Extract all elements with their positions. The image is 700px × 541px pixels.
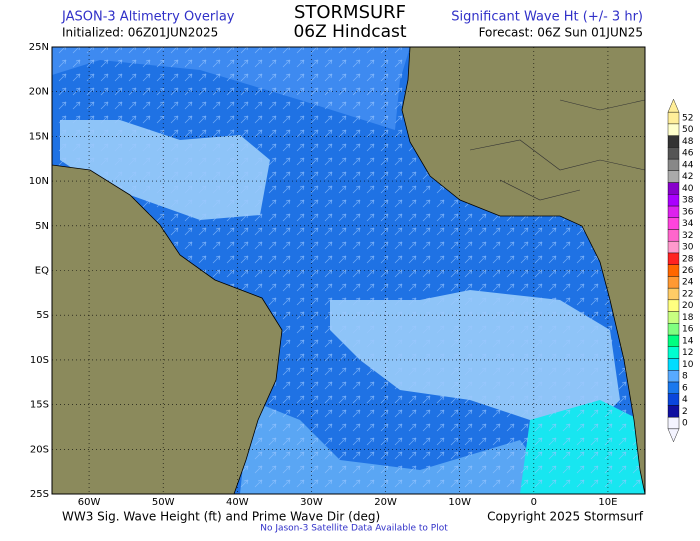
colorbar-label: 4 <box>682 395 688 405</box>
color-swatch <box>667 311 680 324</box>
x-tick-label: 10W <box>448 497 471 508</box>
colorbar-label: 38 <box>682 196 694 206</box>
x-tick-label: 0 <box>531 497 537 508</box>
color-swatch <box>667 205 680 218</box>
color-swatch <box>667 287 680 301</box>
colorbar-label: 50 <box>682 125 694 135</box>
color-swatch <box>667 381 680 394</box>
colorbar-label: 18 <box>682 313 694 323</box>
color-swatch <box>667 323 680 336</box>
borders <box>469 99 645 201</box>
color-swatch <box>667 217 680 230</box>
color-swatch <box>667 123 680 136</box>
colorbar-label: 26 <box>682 266 694 276</box>
color-swatch <box>667 170 680 183</box>
colorbar-label: 0 <box>682 419 688 429</box>
colorbar-label: 10 <box>682 360 694 370</box>
colorbar-label: 30 <box>682 243 694 253</box>
brand: STORMSURF <box>294 2 406 23</box>
color-swatch <box>667 252 680 265</box>
initialized: Initialized: 06Z01JUN2025 <box>62 26 218 40</box>
colorbar-label: 2 <box>682 407 688 417</box>
x-tick-label: 30W <box>300 497 323 508</box>
colorbar-label: 42 <box>682 172 693 182</box>
colorbar-label: 20 <box>682 301 694 311</box>
colorbar-label: 48 <box>682 137 694 147</box>
color-swatch <box>667 393 680 406</box>
colorbar-cap <box>667 98 680 113</box>
color-swatch <box>667 299 680 312</box>
colorbar-label: 32 <box>682 231 693 241</box>
colorbar-label: 22 <box>682 289 693 299</box>
color-swatch <box>667 147 680 160</box>
x-tick-label: 20W <box>374 497 397 508</box>
color-swatch <box>667 416 680 430</box>
x-tick-label: 40W <box>226 497 249 508</box>
y-tick-label: EQ <box>35 266 49 277</box>
y-tick-label: 10S <box>30 355 49 366</box>
y-tick-label: 25S <box>30 489 49 500</box>
y-tick-label: 5N <box>35 221 49 232</box>
footer-right: Copyright 2025 Stormsurf <box>487 510 644 524</box>
y-tick-label: 15N <box>29 131 49 142</box>
color-swatch <box>667 346 680 359</box>
color-swatch <box>667 240 680 254</box>
y-tick-label: 20N <box>29 87 49 98</box>
x-tick-label: 50W <box>152 497 175 508</box>
map <box>52 47 645 494</box>
forecast: Forecast: 06Z Sun 01JUN25 <box>479 26 643 40</box>
colorbar-label: 52 <box>682 114 693 124</box>
y-tick-label: 25N <box>29 42 49 53</box>
colorbar-label: 6 <box>682 383 688 393</box>
subtitle: 06Z Hindcast <box>293 22 406 42</box>
colorbar-cap <box>667 428 680 443</box>
colorbar-label: 40 <box>682 184 694 194</box>
color-swatch <box>667 405 680 418</box>
y-tick-label: 15S <box>30 400 49 411</box>
south-america <box>52 164 283 494</box>
colorbar-label: 46 <box>682 149 694 159</box>
map-frame <box>51 46 646 495</box>
colorbar-label: 24 <box>682 278 694 288</box>
footer-note: No Jason-3 Satellite Data Available to P… <box>260 524 448 534</box>
color-swatch <box>667 158 680 171</box>
right-title: Significant Wave Ht (+/- 3 hr) <box>451 10 643 25</box>
color-swatch <box>667 182 680 195</box>
colorbar-label: 14 <box>682 336 694 346</box>
color-swatch <box>667 276 680 289</box>
colorbar-label: 16 <box>682 325 694 335</box>
color-swatch <box>667 358 680 371</box>
color-swatch <box>667 264 680 277</box>
x-tick-label: 60W <box>78 497 101 508</box>
color-swatch <box>667 229 680 242</box>
color-swatch <box>667 370 680 383</box>
x-tick-label: 10E <box>598 497 617 508</box>
colorbar-label: 36 <box>682 207 694 217</box>
y-tick-label: 10N <box>29 176 49 187</box>
footer-left: WW3 Sig. Wave Height (ft) and Prime Wave… <box>62 510 380 524</box>
left-title: JASON-3 Altimetry Overlay <box>61 10 235 25</box>
color-swatch <box>667 194 680 207</box>
color-swatch <box>667 135 680 148</box>
colorbar-label: 12 <box>682 348 693 358</box>
colorbar-label: 44 <box>682 160 694 170</box>
africa <box>401 47 645 494</box>
color-swatch <box>667 334 680 347</box>
y-tick-label: 5S <box>36 310 49 321</box>
colorbar-label: 8 <box>682 372 688 382</box>
colorbar-label: 34 <box>682 219 694 229</box>
y-tick-label: 20S <box>30 444 49 455</box>
color-swatch <box>667 111 680 125</box>
colorbar-label: 28 <box>682 254 694 264</box>
